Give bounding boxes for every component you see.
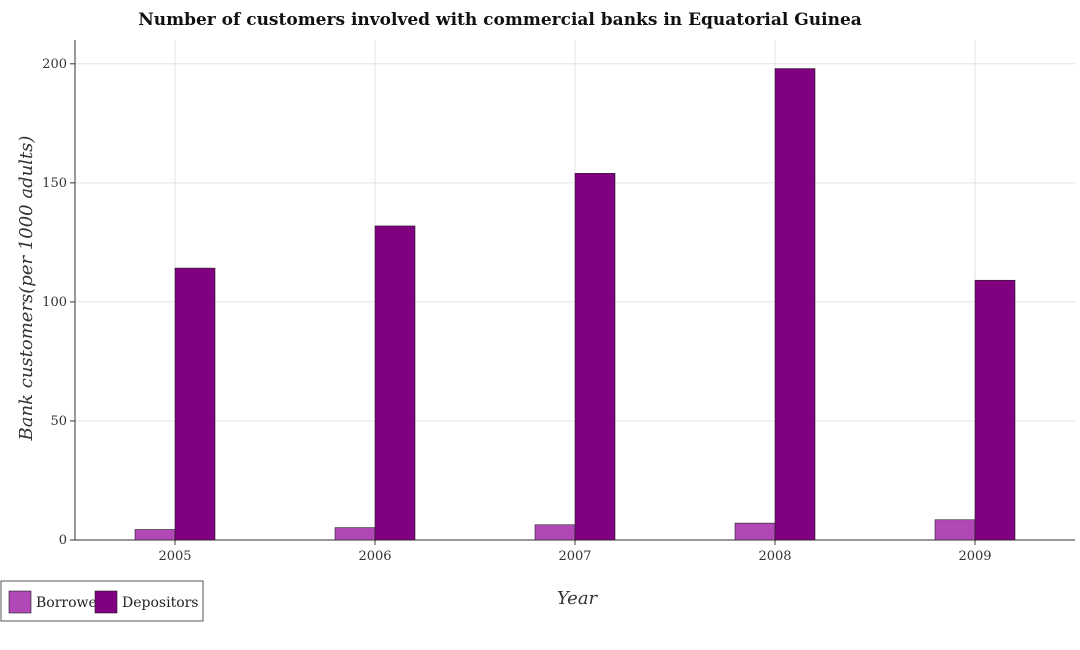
axes: 0 50 100 150 200 2005 2006 2007 2008 2009 [42, 40, 1075, 564]
legend-label-depositors: Depositors [122, 595, 199, 611]
y-tick-label: 150 [42, 176, 67, 191]
y-axis-label: Bank customers(per 1000 adults) [16, 136, 37, 442]
legend-label-borrowers: Borrowers [36, 595, 111, 611]
bar-depositors-2006 [374, 225, 416, 541]
y-tick-label: 100 [42, 295, 67, 310]
legend-box [0, 580, 204, 622]
bar-depositors-2008 [774, 68, 816, 541]
legend-swatch-borrowers [8, 590, 32, 614]
x-tick-label: 2006 [358, 549, 391, 564]
bar-borrowers-2008 [734, 522, 776, 541]
x-axis-label: Year [557, 588, 599, 609]
bar-borrowers-2007 [534, 524, 576, 541]
bar-depositors-2009 [974, 279, 1016, 541]
x-tick-label: 2008 [758, 549, 791, 564]
y-tick-label: 0 [59, 533, 67, 548]
x-tick-label: 2007 [558, 549, 591, 564]
bar-borrowers-2005 [134, 529, 176, 541]
x-tick-label: 2005 [158, 549, 191, 564]
bars [134, 68, 1016, 541]
y-tick-label: 200 [42, 57, 67, 72]
legend-swatch-depositors [94, 590, 118, 614]
legend: Borrowers Depositors [0, 580, 204, 622]
bar-borrowers-2009 [934, 519, 976, 541]
y-tick-label: 50 [50, 414, 67, 429]
bar-depositors-2005 [174, 267, 216, 541]
bar-depositors-2007 [574, 173, 616, 541]
chart-title: Number of customers involved with commer… [138, 10, 862, 30]
bar-borrowers-2006 [334, 527, 376, 541]
x-tick-label: 2009 [958, 549, 991, 564]
